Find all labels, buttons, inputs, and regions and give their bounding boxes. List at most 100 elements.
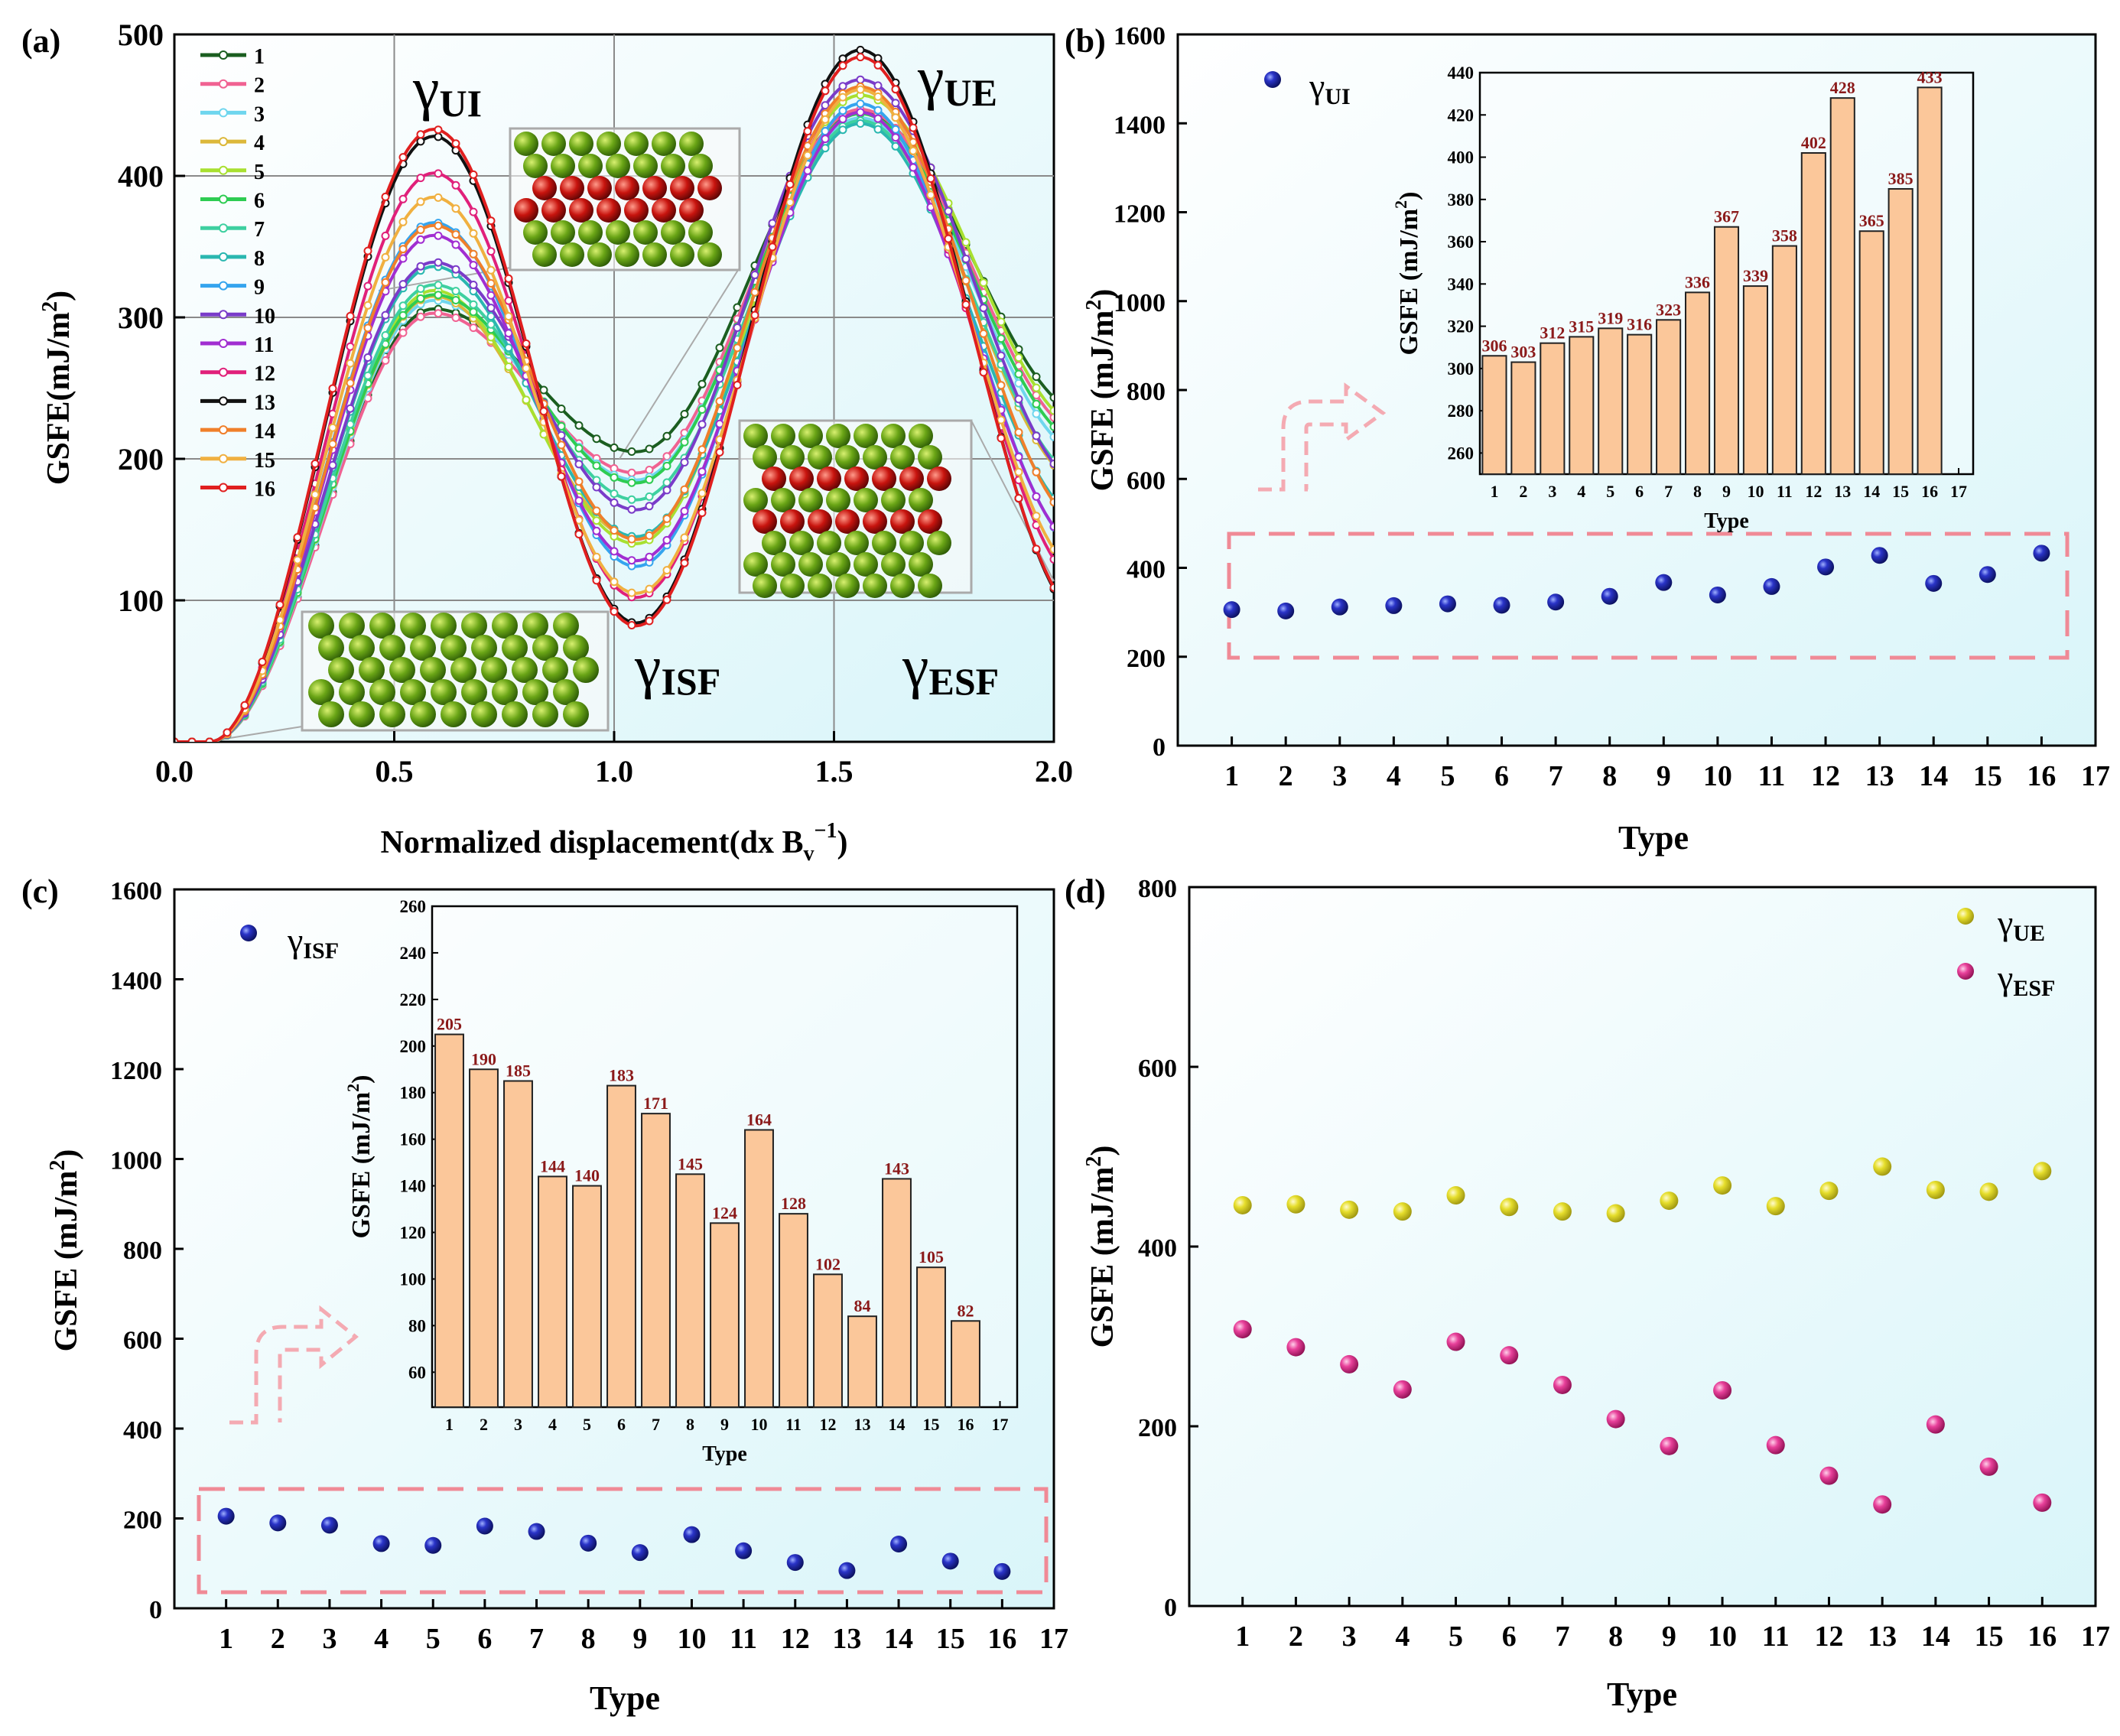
legend-marker-8	[219, 252, 228, 262]
green-atom	[670, 242, 694, 267]
gsfe-curve-marker	[979, 368, 988, 377]
green-atom	[688, 220, 713, 245]
gsfe-curve-marker	[610, 526, 619, 535]
red-atom	[835, 509, 860, 534]
gsfe-curve-marker	[979, 304, 988, 313]
panel-b-inset-y-tick-label: 420	[1448, 106, 1475, 125]
gsfe-curve-marker	[838, 125, 847, 135]
gsfe-curve-marker	[997, 317, 1006, 327]
panel-c-inset-x-axis-title: Type	[702, 1442, 747, 1466]
green-atom	[918, 445, 942, 470]
panel-c-x-tick-label: 1	[219, 1623, 233, 1655]
gsfe-curve-marker	[1049, 545, 1054, 554]
panel-c-x-tick-label: 10	[677, 1623, 706, 1655]
gsfe-curve-marker	[381, 331, 390, 340]
legend-label-8: 8	[254, 247, 265, 271]
red-atom	[789, 467, 814, 491]
panel-c-inset-bar	[538, 1175, 567, 1409]
legend-label-6: 6	[254, 190, 265, 213]
gsfe-curve-marker	[997, 434, 1006, 443]
green-atom	[780, 574, 805, 598]
gsfe-curve-marker	[363, 371, 372, 380]
green-atom	[471, 635, 497, 661]
gsfe-curve-marker	[979, 329, 988, 338]
panel-b-inset-bar-label: 367	[1714, 207, 1739, 226]
red-atom	[597, 198, 621, 223]
panel-d-x-tick-label: 12	[1814, 1621, 1843, 1653]
panel-b-inset-x-tick-label: 3	[1548, 482, 1556, 501]
gamma-ui-point	[1277, 602, 1295, 619]
gsfe-curve-marker	[522, 395, 531, 405]
gsfe-curve-marker	[909, 123, 918, 132]
gsfe-curve-marker	[486, 333, 496, 342]
gsfe-curve-marker	[381, 231, 390, 240]
gsfe-curve-marker	[416, 235, 425, 244]
panel-b-inset-x-tick-label: 1	[1490, 482, 1498, 501]
panel-c-x-tick-label: 9	[632, 1623, 647, 1655]
gsfe-curve-marker	[451, 296, 460, 304]
gamma-esf-point	[1446, 1332, 1465, 1351]
gsfe-curve-marker	[715, 447, 724, 457]
gsfe-curve-marker	[504, 343, 513, 353]
gsfe-curve-marker	[311, 459, 320, 468]
gamma-isf-point	[476, 1517, 493, 1535]
gamma-ui-point	[1925, 574, 1943, 592]
gamma-esf-point	[1926, 1415, 1945, 1434]
gsfe-curve-marker	[1014, 395, 1023, 404]
panel-b-inset-bar-label: 312	[1540, 323, 1565, 343]
gsfe-curve-marker	[398, 217, 408, 226]
panel-c-x-tick-label: 13	[832, 1623, 861, 1655]
gsfe-curve-marker	[1032, 467, 1041, 476]
gamma-ue-point	[1660, 1191, 1679, 1211]
gamma-ui-point	[1601, 587, 1618, 605]
green-atom	[328, 657, 354, 683]
green-atom	[615, 242, 639, 267]
gsfe-curve-marker	[592, 576, 601, 585]
gsfe-curve-marker	[891, 125, 900, 134]
gsfe-curve-marker	[1014, 467, 1023, 476]
gamma-esf-point	[1766, 1435, 1785, 1455]
gsfe-curve-marker	[451, 180, 460, 190]
gamma-esf-point	[1819, 1466, 1839, 1485]
gsfe-curve-marker	[997, 381, 1006, 390]
panel-c-inset-bar	[744, 1129, 774, 1408]
legend-marker-15	[219, 454, 228, 463]
panel-b-inset-x-tick-label: 17	[1950, 482, 1967, 501]
panel-b-inset-bar-label: 336	[1685, 272, 1710, 291]
green-atom	[679, 132, 704, 156]
panel-b-y-tick-label: 1000	[1114, 289, 1166, 317]
green-atom	[661, 154, 685, 178]
gsfe-curve-marker	[451, 287, 460, 296]
gamma-ui-point	[1439, 595, 1456, 613]
gamma-ue-point	[1340, 1200, 1359, 1219]
gsfe-curve-marker	[1014, 353, 1023, 362]
gamma-ue-point	[1393, 1202, 1412, 1221]
green-atom	[743, 488, 768, 512]
red-atom	[560, 176, 584, 200]
panel-c-x-tick-label: 7	[529, 1623, 544, 1655]
green-atom	[633, 220, 658, 245]
legend-label-12: 12	[254, 362, 275, 386]
gsfe-curve-marker	[398, 153, 408, 162]
gsfe-curve-marker	[909, 146, 918, 155]
panel-b-inset-bar	[1481, 355, 1507, 475]
gamma-ue-point	[1926, 1180, 1945, 1199]
panel-b-inset-x-tick-label: 14	[1863, 482, 1880, 501]
gsfe-curve-marker	[997, 351, 1006, 360]
panel-c-inset-x-tick-label: 11	[785, 1415, 802, 1434]
panel-b-inset-x-tick-label: 10	[1747, 482, 1764, 501]
gamma-esf-point	[1233, 1320, 1252, 1339]
gamma-esf-point	[1606, 1409, 1625, 1429]
panel-d-plot-area	[1188, 886, 2097, 1608]
gsfe-curve-marker	[873, 81, 883, 90]
panel-a-y-tick-label: 500	[118, 18, 164, 52]
red-atom	[927, 467, 951, 491]
gamma-ui-point	[1817, 558, 1835, 576]
red-atom	[872, 467, 896, 491]
green-atom	[420, 657, 446, 683]
panel-c-x-axis-title: Type	[590, 1679, 660, 1717]
panel-c-inset-x-tick-label: 8	[686, 1415, 694, 1434]
gsfe-curve-marker	[592, 434, 601, 444]
gsfe-curve-marker	[610, 547, 619, 556]
